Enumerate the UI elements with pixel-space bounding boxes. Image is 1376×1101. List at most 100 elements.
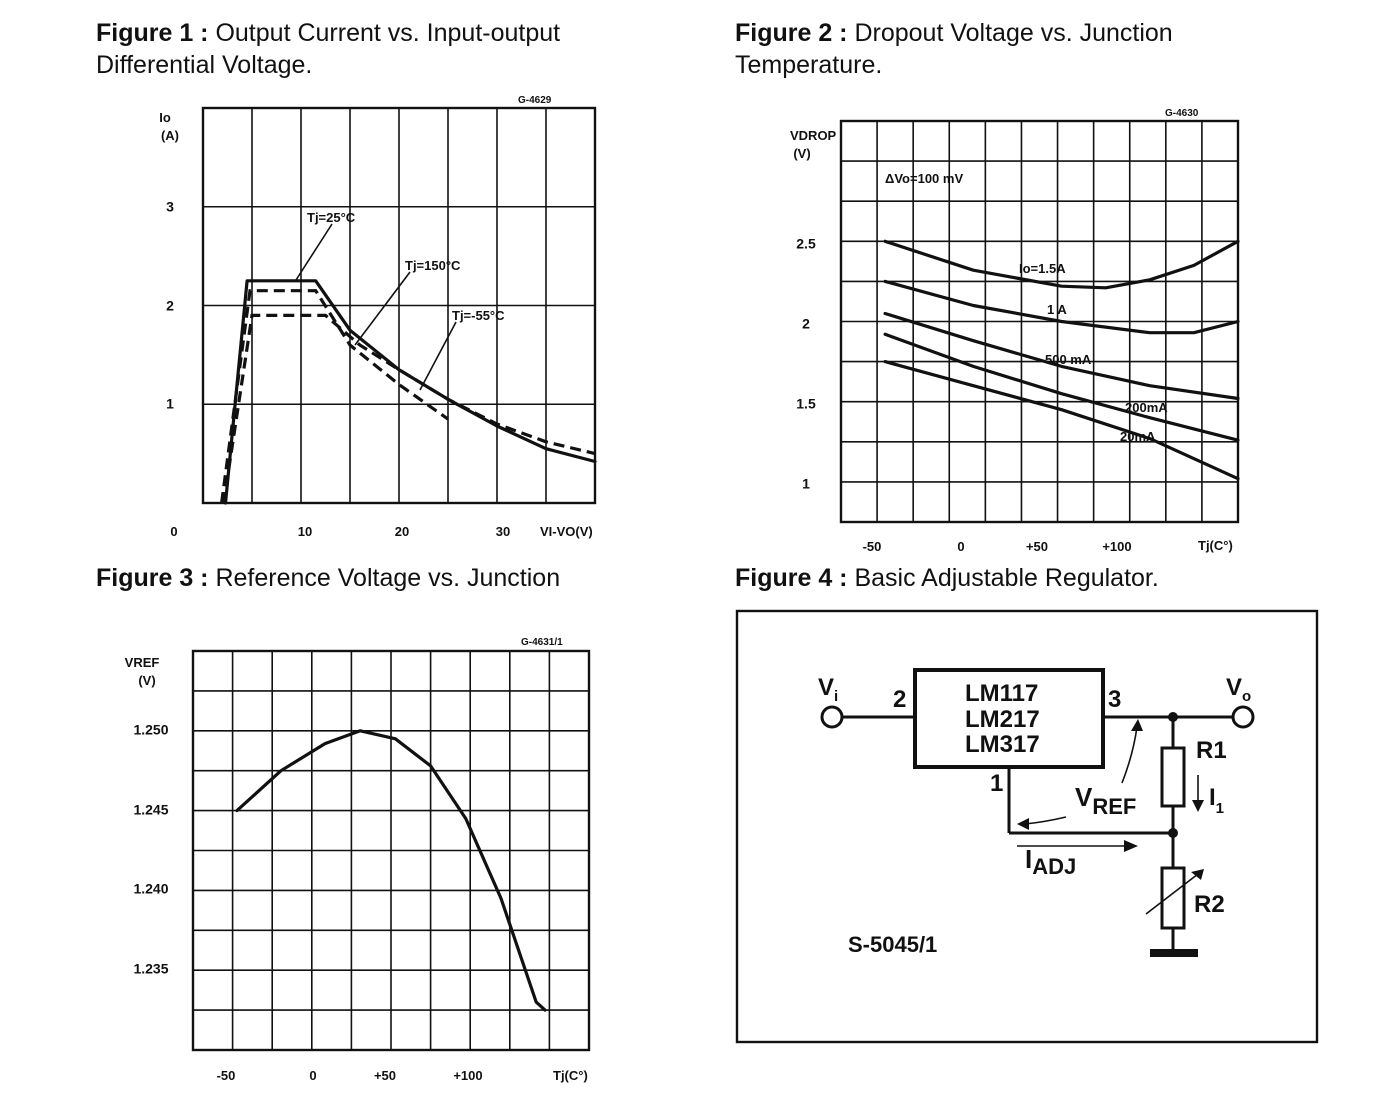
circuit-frame xyxy=(735,609,1319,1044)
y-axis-label: Io xyxy=(159,110,171,125)
chart-annotation: ΔVo=100 mV xyxy=(885,171,963,186)
iadj-arrow-head xyxy=(1124,840,1138,852)
y-tick-label: 1 xyxy=(802,476,810,492)
y-tick-label: 2 xyxy=(802,316,810,332)
r1-label: R1 xyxy=(1196,737,1227,764)
y-tick-label: 2 xyxy=(166,298,174,314)
label-pointer xyxy=(354,271,411,346)
vref-arrow-left-head xyxy=(1017,818,1029,830)
figure-4-title: Basic Adjustable Regulator. xyxy=(847,564,1159,592)
y-tick-label: 3 xyxy=(166,199,174,215)
vo-label: Vo xyxy=(1226,674,1251,705)
figure-2-label: Figure 2 : xyxy=(735,19,848,47)
chart-code: G-4631/1 xyxy=(521,637,563,648)
series-label: Tj=150°C xyxy=(405,258,461,273)
x-tick-label: +100 xyxy=(1102,539,1131,554)
x-tick-label: 0 xyxy=(957,539,964,554)
x-tick-label: 30 xyxy=(496,524,510,539)
input-terminal xyxy=(820,705,844,729)
series-label: Tj=-55°C xyxy=(452,308,505,323)
vi-label: Vi xyxy=(818,674,838,705)
r2-label: R2 xyxy=(1194,891,1225,918)
series-label: 500 mA xyxy=(1045,352,1092,367)
figure-2-title-line2: Temperature. xyxy=(735,51,883,79)
pin-2-label: 2 xyxy=(893,686,906,713)
figure-4-caption: Figure 4 : Basic Adjustable Regulator. xyxy=(735,562,1159,594)
ground-symbol xyxy=(1150,949,1198,957)
chip-label-lm117: LM117 xyxy=(965,680,1038,707)
x-tick-label: 0 xyxy=(170,524,177,539)
series-label: 20mA xyxy=(1120,429,1156,444)
figure-1-label: Figure 1 : xyxy=(96,19,209,47)
figure-1-title-line2: Differential Voltage. xyxy=(96,51,313,79)
r2-variable-arrow xyxy=(1145,873,1199,915)
x-axis-label: Tj(C°) xyxy=(1198,538,1233,553)
circuit-code: S-5045/1 xyxy=(848,932,937,957)
y-tick-label: 2.5 xyxy=(796,236,816,252)
y-axis-unit: (V) xyxy=(793,146,810,161)
figure-2-caption: Figure 2 : Dropout Voltage vs. Junction … xyxy=(735,17,1173,81)
x-tick-label: -50 xyxy=(217,1068,236,1083)
figure-3-title: Reference Voltage vs. Junction xyxy=(208,564,561,592)
chart-3-frame xyxy=(191,649,591,1052)
y-tick-label: 1.250 xyxy=(133,722,168,738)
vref-arrow-left xyxy=(1024,816,1067,825)
series-label: Io=1.5A xyxy=(1019,261,1066,276)
r2-variable-arrow-head xyxy=(1191,869,1204,880)
resistor-r2 xyxy=(1160,866,1186,930)
vref-arrow-up-head xyxy=(1131,719,1143,731)
series-line-2 xyxy=(220,289,449,504)
x-tick-label: 0 xyxy=(309,1068,316,1083)
y-tick-label: 1 xyxy=(166,396,174,412)
chip-label-lm217: LM217 xyxy=(965,706,1040,733)
iadj-label: IADJ xyxy=(1025,844,1076,879)
figure-3-label: Figure 3 : xyxy=(96,564,209,592)
figure-1-title: Output Current vs. Input-output xyxy=(208,19,561,47)
output-terminal xyxy=(1231,705,1255,729)
pin-1-label: 1 xyxy=(990,770,1003,797)
figure-2-title: Dropout Voltage vs. Junction xyxy=(847,19,1173,47)
y-axis-label: VDROP xyxy=(790,128,837,143)
x-tick-label: +50 xyxy=(1026,539,1048,554)
chart-1: 0 10 20 30 1 2 3 Io (A) G-4629 VI-VO(V) Tj=25°C Tj=1… xyxy=(159,95,597,539)
label-pointer xyxy=(419,321,457,391)
pin-3-label: 3 xyxy=(1108,686,1121,713)
x-axis-label: VI-VO(V) xyxy=(540,524,593,539)
series-line-1 xyxy=(223,279,597,505)
chart-1-grid xyxy=(203,108,595,503)
vref-label: VREF xyxy=(1075,782,1136,819)
x-axis-label: Tj(C°) xyxy=(553,1068,588,1083)
label-pointer xyxy=(295,223,333,281)
figure-3-caption: Figure 3 : Reference Voltage vs. Junctio… xyxy=(96,562,560,594)
x-tick-label: 20 xyxy=(395,524,409,539)
y-axis-unit: (V) xyxy=(138,673,155,688)
x-tick-label: 10 xyxy=(298,524,312,539)
x-tick-label: +100 xyxy=(453,1068,482,1083)
i1-arrow-head xyxy=(1192,800,1204,812)
series-line-1 xyxy=(883,239,1240,290)
series-label: 200mA xyxy=(1125,400,1168,415)
chart-3-grid xyxy=(193,651,589,1050)
series-line-2 xyxy=(883,279,1240,335)
chart-3: -50 0 +50 +100 1.235 1.240 1.245 1.250 VREF (V) G-… xyxy=(125,637,591,1083)
series-line-1 xyxy=(235,729,547,1012)
y-tick-label: 1.5 xyxy=(796,396,816,412)
chart-1-frame xyxy=(201,106,597,505)
chart-code: G-4629 xyxy=(518,95,552,106)
series-label: Tj=25°C xyxy=(307,210,356,225)
vref-arrow-up xyxy=(1121,726,1138,784)
y-tick-label: 1.235 xyxy=(133,961,168,977)
adj-junction xyxy=(1168,828,1178,838)
figure-4-label: Figure 4 : xyxy=(735,564,848,592)
chart-2: -50 0 +50 +100 1 1.5 2 2.5 VDROP (V) G-4630 Tj(C°) Δ… xyxy=(790,108,1240,554)
series-line-4 xyxy=(883,332,1240,442)
x-tick-label: -50 xyxy=(863,539,882,554)
figure-1-caption: Figure 1 : Output Current vs. Input-outp… xyxy=(96,17,560,81)
series-label: 1 A xyxy=(1047,302,1067,317)
series-line-5 xyxy=(883,360,1240,481)
i1-label: I1 xyxy=(1209,784,1224,817)
y-tick-label: 1.245 xyxy=(133,802,168,818)
series-line-3 xyxy=(883,311,1240,401)
chart-2-grid xyxy=(841,121,1238,522)
